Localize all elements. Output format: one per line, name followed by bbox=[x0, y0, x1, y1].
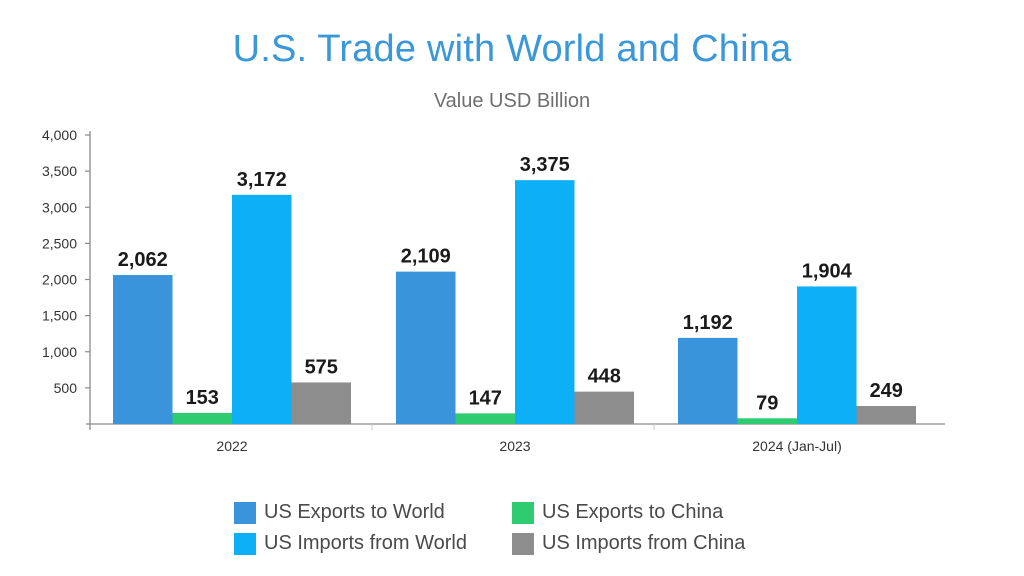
bar-us-imports-from-world[interactable] bbox=[232, 194, 292, 424]
bar-value-label: 249 bbox=[870, 380, 903, 402]
legend-swatch bbox=[512, 501, 534, 524]
legend-swatch bbox=[234, 532, 256, 555]
legend-item-exports-china[interactable]: US Exports to China bbox=[512, 500, 792, 525]
bar-us-imports-from-china[interactable] bbox=[856, 406, 917, 424]
bar-value-label: 2,062 bbox=[118, 249, 168, 271]
bar-value-label: 1,192 bbox=[683, 312, 733, 334]
legend-item-exports-world[interactable]: US Exports to World bbox=[234, 500, 512, 525]
chart-subtitle: Value USD Billion bbox=[433, 90, 591, 112]
bar-value-label: 575 bbox=[305, 356, 338, 378]
bar-us-imports-from-world[interactable] bbox=[515, 180, 575, 424]
legend: US Exports to World US Exports to China … bbox=[234, 500, 814, 556]
bar-value-label: 3,375 bbox=[520, 154, 570, 176]
bar-value-label: 2,109 bbox=[401, 246, 451, 268]
bar-value-label: 448 bbox=[588, 366, 621, 388]
legend-item-imports-china[interactable]: US Imports from China bbox=[512, 531, 792, 556]
y-tick-label: 1,500 bbox=[42, 308, 77, 324]
bar-us-imports-from-world[interactable] bbox=[797, 286, 857, 424]
x-tick-label: 2024 (Jan-Jul) bbox=[752, 438, 842, 454]
y-tick-label: 2,000 bbox=[42, 272, 77, 288]
bar-us-exports-to-china[interactable] bbox=[737, 418, 798, 424]
bar-value-label: 3,172 bbox=[237, 169, 287, 191]
y-tick-label: 2,500 bbox=[42, 235, 77, 251]
bar-us-exports-to-world[interactable] bbox=[396, 271, 456, 424]
legend-label: US Imports from World bbox=[264, 532, 467, 554]
bar-us-imports-from-china[interactable] bbox=[291, 382, 352, 424]
bar-value-label: 153 bbox=[186, 387, 219, 409]
legend-swatch bbox=[512, 532, 534, 555]
legend-label: US Exports to World bbox=[264, 501, 445, 523]
bar-value-label: 79 bbox=[756, 392, 778, 414]
y-tick-label: 500 bbox=[54, 380, 78, 396]
legend-swatch bbox=[234, 501, 256, 524]
y-tick-label: 4,000 bbox=[42, 127, 77, 143]
bar-value-label: 147 bbox=[469, 387, 502, 409]
y-tick-label: 3,000 bbox=[42, 199, 77, 215]
bar-us-exports-to-china[interactable] bbox=[172, 412, 233, 424]
x-tick-label: 2023 bbox=[499, 438, 530, 454]
legend-label: US Imports from China bbox=[542, 532, 746, 554]
legend-label: US Exports to China bbox=[542, 501, 724, 523]
x-tick-label: 2022 bbox=[216, 438, 247, 454]
y-tick-label: 1,000 bbox=[42, 344, 77, 360]
bar-us-imports-from-china[interactable] bbox=[574, 391, 635, 424]
y-tick-label: 3,500 bbox=[42, 163, 77, 179]
legend-item-imports-world[interactable]: US Imports from World bbox=[234, 531, 512, 556]
bar-us-exports-to-world[interactable] bbox=[678, 337, 738, 424]
bar-us-exports-to-china[interactable] bbox=[455, 413, 516, 424]
bar-us-exports-to-world[interactable] bbox=[113, 275, 173, 424]
chart-title: U.S. Trade with World and China bbox=[232, 28, 792, 70]
bar-value-label: 1,904 bbox=[802, 260, 853, 282]
